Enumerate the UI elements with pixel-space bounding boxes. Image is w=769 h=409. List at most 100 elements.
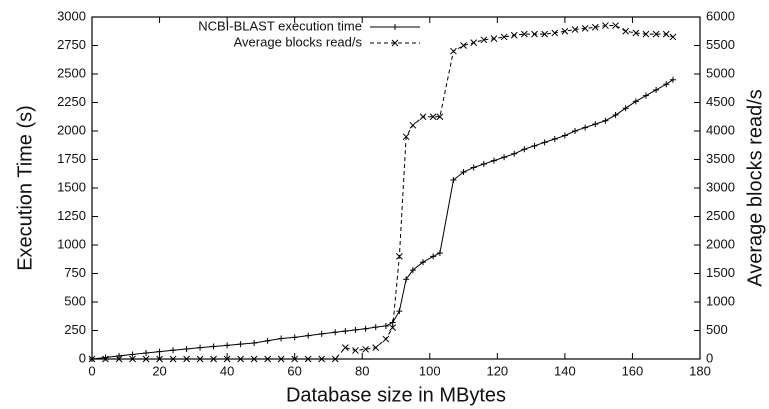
y2-tick-label: 2000 — [706, 236, 735, 251]
y2-tick-label: 500 — [706, 322, 728, 337]
y2-tick-label: 1000 — [706, 293, 735, 308]
point — [602, 22, 609, 29]
point — [402, 133, 410, 141]
point — [372, 324, 379, 331]
point — [389, 324, 396, 332]
series-line — [92, 25, 674, 360]
legend-marker — [392, 24, 398, 30]
point — [662, 30, 670, 38]
point — [591, 23, 599, 31]
point — [403, 276, 410, 283]
point — [372, 344, 380, 351]
y-tick-label: 250 — [64, 322, 86, 337]
point — [264, 355, 271, 363]
x-axis-title: Database size in MBytes — [286, 384, 506, 406]
point — [531, 142, 538, 149]
point — [277, 355, 285, 363]
point — [450, 177, 457, 184]
point — [237, 355, 244, 363]
point — [490, 157, 497, 164]
point — [429, 113, 437, 121]
point — [653, 86, 660, 93]
y-tick-label: 2000 — [57, 122, 86, 137]
y2-tick-label: 5500 — [706, 37, 735, 52]
point — [331, 355, 339, 363]
y-tick-label: 500 — [64, 293, 86, 308]
point — [622, 27, 630, 35]
point — [142, 355, 150, 363]
y2-axis-title: Average blocks read/s — [744, 89, 766, 287]
point — [470, 39, 478, 47]
point — [541, 139, 548, 146]
point — [210, 355, 217, 363]
legend-label: NCBI-BLAST execution time — [198, 18, 362, 33]
x-tick-label: 120 — [486, 363, 508, 378]
point — [622, 105, 629, 112]
y-tick-label: 2500 — [57, 65, 86, 80]
y-tick-label: 2750 — [57, 37, 86, 52]
point — [500, 33, 508, 41]
y2-tick-label: 4500 — [706, 94, 735, 109]
point — [129, 355, 136, 363]
y2-tick-label: 4000 — [706, 122, 735, 137]
point — [389, 319, 396, 326]
plot-frame — [91, 16, 701, 360]
y2-tick-label: 3500 — [706, 151, 735, 166]
point — [419, 113, 427, 121]
point — [88, 355, 96, 363]
point — [436, 113, 444, 121]
point — [436, 249, 443, 256]
point — [183, 345, 190, 352]
point — [420, 259, 427, 266]
y-tick-label: 1750 — [57, 151, 86, 166]
point — [490, 35, 498, 43]
point — [521, 30, 528, 38]
point — [341, 344, 349, 351]
point — [129, 351, 136, 358]
point — [250, 355, 258, 363]
point — [409, 267, 416, 274]
x-tick-label: 100 — [419, 363, 441, 378]
point — [352, 347, 359, 354]
point — [143, 349, 150, 356]
point — [251, 340, 258, 347]
point — [409, 121, 417, 129]
point — [480, 161, 487, 168]
y2-tick-label: 6000 — [706, 8, 735, 23]
point — [156, 355, 163, 363]
point — [582, 124, 589, 131]
y2-tick-label: 1500 — [706, 265, 735, 280]
point — [541, 30, 548, 38]
point — [602, 117, 609, 124]
point — [450, 47, 457, 55]
point — [156, 348, 163, 355]
point — [511, 150, 518, 157]
point — [551, 29, 559, 37]
point — [237, 341, 244, 348]
point — [612, 112, 619, 119]
y2-tick-label: 2500 — [706, 208, 735, 223]
point — [669, 76, 676, 83]
point — [652, 30, 660, 38]
point — [460, 42, 467, 49]
point — [223, 355, 231, 363]
y-tick-label: 0 — [79, 350, 86, 365]
point — [352, 326, 359, 333]
y-tick-label: 3000 — [57, 8, 86, 23]
y-tick-label: 750 — [64, 265, 86, 280]
point — [210, 343, 217, 350]
y2-tick-label: 5000 — [706, 65, 735, 80]
y2-tick-label: 3000 — [706, 179, 735, 194]
point — [304, 355, 312, 363]
point — [430, 253, 437, 260]
y-tick-label: 2250 — [57, 94, 86, 109]
y-tick-label: 1000 — [57, 236, 86, 251]
point — [510, 31, 518, 39]
x-tick-label: 180 — [689, 363, 711, 378]
point — [115, 355, 123, 363]
point — [470, 164, 477, 171]
x-tick-label: 40 — [220, 363, 234, 378]
point — [592, 121, 599, 128]
point — [531, 30, 538, 38]
legend-label: Average blocks read/s — [234, 34, 363, 49]
